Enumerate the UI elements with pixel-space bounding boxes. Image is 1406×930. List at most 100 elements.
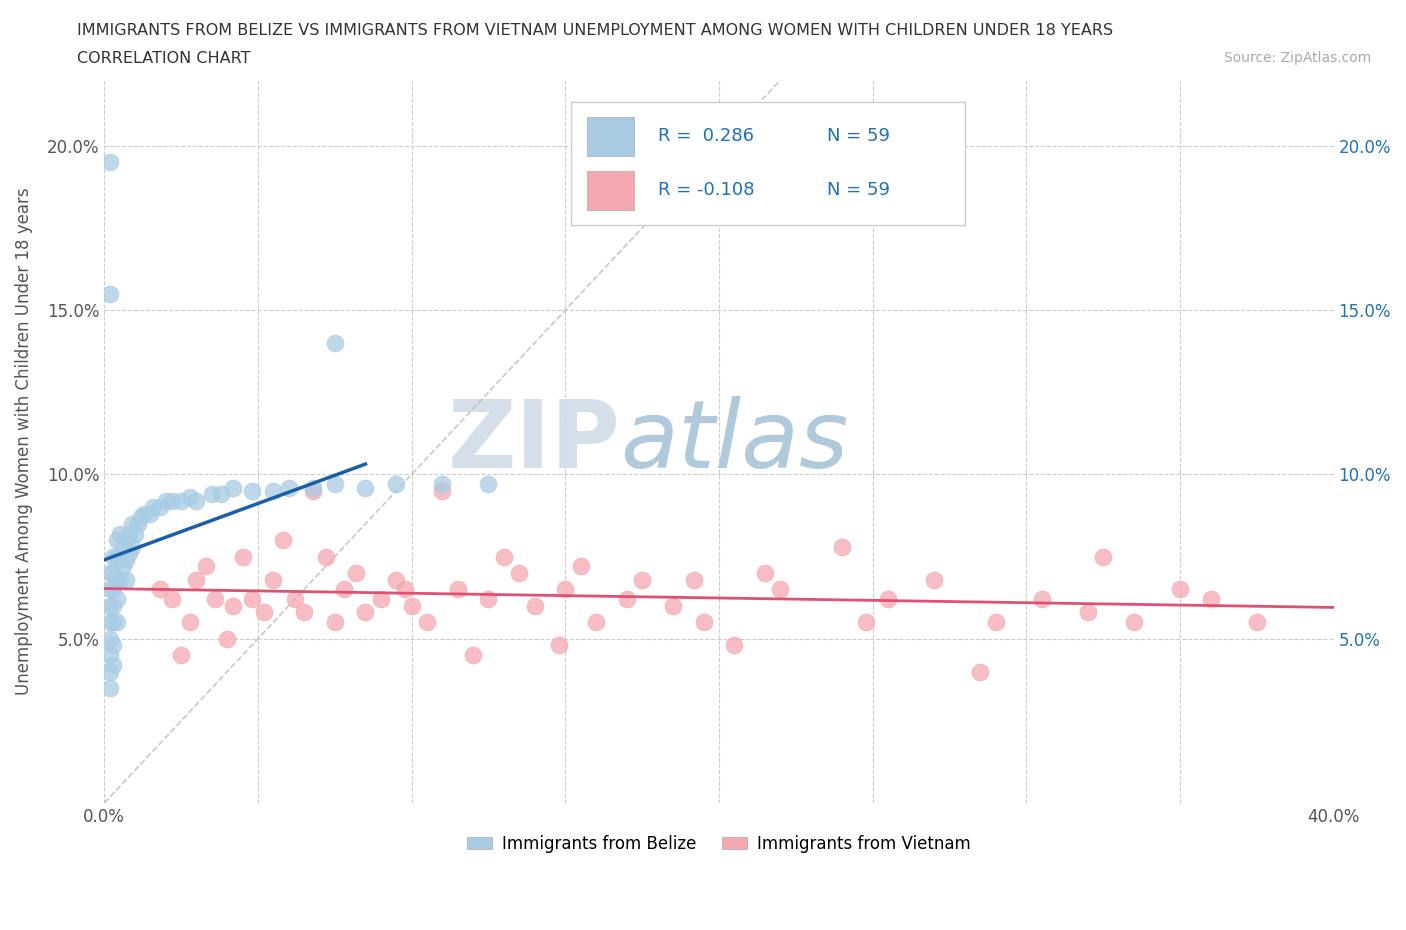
Point — [385, 477, 408, 492]
Point — [121, 539, 143, 554]
Point — [160, 591, 183, 606]
Point — [105, 591, 128, 606]
Y-axis label: Unemployment Among Women with Children Under 18 years: Unemployment Among Women with Children U… — [15, 188, 32, 696]
Text: atlas: atlas — [620, 396, 849, 487]
Point — [108, 550, 131, 565]
Text: Source: ZipAtlas.com: Source: ZipAtlas.com — [1223, 51, 1371, 65]
Point — [111, 539, 134, 554]
Point — [1246, 615, 1268, 630]
Point — [121, 516, 143, 531]
Point — [142, 500, 165, 515]
Point — [683, 572, 706, 587]
Point — [179, 615, 201, 630]
Point — [302, 484, 325, 498]
Point — [100, 681, 122, 696]
Point — [204, 591, 226, 606]
Point — [292, 605, 315, 620]
Point — [209, 486, 232, 501]
Point — [432, 484, 454, 498]
Point — [922, 572, 945, 587]
Point — [114, 533, 136, 548]
Point — [477, 477, 499, 492]
Point — [100, 648, 122, 663]
Point — [155, 493, 177, 508]
Point — [103, 599, 125, 614]
Point — [194, 559, 217, 574]
Point — [100, 615, 122, 630]
Point — [201, 486, 224, 501]
Text: CORRELATION CHART: CORRELATION CHART — [77, 51, 250, 66]
Point — [302, 480, 325, 495]
Point — [103, 550, 125, 565]
Text: ZIP: ZIP — [447, 395, 620, 487]
Point — [100, 565, 122, 580]
Point — [401, 599, 423, 614]
Point — [127, 516, 149, 531]
Point — [108, 526, 131, 541]
Point — [253, 605, 276, 620]
Point — [344, 565, 367, 580]
Point — [118, 526, 141, 541]
Point — [271, 533, 294, 548]
Point — [217, 631, 239, 646]
Point — [447, 582, 470, 597]
Point — [240, 484, 263, 498]
Point — [186, 572, 208, 587]
Point — [394, 582, 416, 597]
Point — [240, 591, 263, 606]
Point — [100, 599, 122, 614]
Point — [114, 552, 136, 567]
Point — [105, 533, 128, 548]
Point — [354, 480, 377, 495]
Point — [323, 336, 346, 351]
Point — [100, 286, 122, 301]
Point — [631, 572, 654, 587]
Point — [554, 582, 576, 597]
Point — [103, 658, 125, 672]
Point — [148, 500, 170, 515]
Point — [323, 477, 346, 492]
Point — [323, 615, 346, 630]
Point — [103, 638, 125, 653]
Point — [477, 591, 499, 606]
Point — [105, 572, 128, 587]
Point — [262, 572, 284, 587]
Point — [100, 664, 122, 679]
Point — [1031, 591, 1053, 606]
Point — [148, 582, 170, 597]
Point — [769, 582, 792, 597]
Point — [100, 631, 122, 646]
Point — [105, 550, 128, 565]
Point — [139, 507, 162, 522]
Point — [114, 572, 136, 587]
Point — [523, 599, 546, 614]
Point — [984, 615, 1007, 630]
Point — [692, 615, 714, 630]
Point — [1168, 582, 1191, 597]
Point — [877, 591, 900, 606]
Point — [855, 615, 877, 630]
Point — [170, 648, 193, 663]
Point — [1122, 615, 1144, 630]
Point — [100, 154, 122, 169]
Point — [1199, 591, 1222, 606]
Point — [103, 582, 125, 597]
Point — [831, 539, 853, 554]
Point — [416, 615, 439, 630]
Point — [461, 648, 484, 663]
Point — [103, 565, 125, 580]
Point — [232, 550, 254, 565]
Point — [179, 490, 201, 505]
Point — [1077, 605, 1099, 620]
Point — [508, 565, 530, 580]
Point — [186, 493, 208, 508]
Text: IMMIGRANTS FROM BELIZE VS IMMIGRANTS FROM VIETNAM UNEMPLOYMENT AMONG WOMEN WITH : IMMIGRANTS FROM BELIZE VS IMMIGRANTS FRO… — [77, 23, 1114, 38]
Point — [222, 480, 245, 495]
Point — [105, 615, 128, 630]
Legend: Immigrants from Belize, Immigrants from Vietnam: Immigrants from Belize, Immigrants from … — [461, 829, 977, 860]
Point — [354, 605, 377, 620]
Point — [548, 638, 571, 653]
Point — [616, 591, 638, 606]
Point — [129, 510, 152, 525]
Point — [134, 507, 156, 522]
